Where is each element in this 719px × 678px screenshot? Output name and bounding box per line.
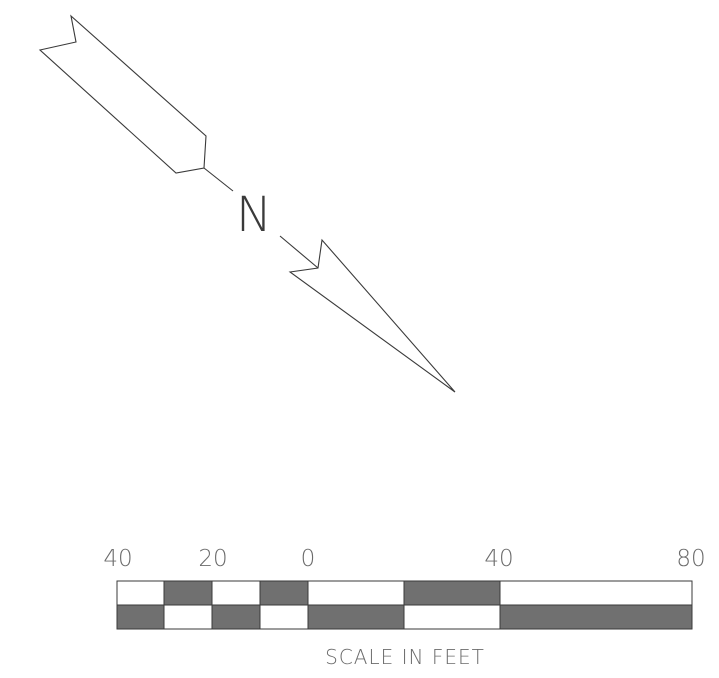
scale-segment-dark <box>116 604 165 630</box>
scale-segment-dark <box>163 580 213 606</box>
scale-bar: 40 20 0 40 80 SCALE IN FEET <box>103 546 705 669</box>
scale-segment-light <box>307 580 405 606</box>
scale-tick-label: 0 <box>301 546 316 572</box>
north-arrow: N <box>38 14 456 393</box>
scale-segment-dark <box>499 604 693 630</box>
scale-segment-light <box>116 580 165 606</box>
scale-tick-label: 40 <box>484 546 513 572</box>
scale-segment-dark <box>307 604 405 630</box>
scale-segment-light <box>211 580 261 606</box>
scale-tick-label: 20 <box>198 546 227 572</box>
scale-tick-label: 40 <box>103 546 132 572</box>
scale-segment-dark <box>403 580 501 606</box>
scale-segment-dark <box>211 604 261 630</box>
north-arrow-shaft-upper <box>203 167 234 192</box>
scale-segment-light <box>259 604 309 630</box>
north-arrow-head <box>288 238 456 393</box>
north-arrow-tail <box>38 14 207 174</box>
scale-tick-label: 80 <box>676 546 705 572</box>
scale-caption: SCALE IN FEET <box>325 645 485 669</box>
scale-segment-light <box>163 604 213 630</box>
scale-segment-dark <box>259 580 309 606</box>
north-arrow-shaft-lower <box>279 235 319 269</box>
north-letter: N <box>236 187 272 243</box>
scale-segment-light <box>403 604 501 630</box>
scale-segment-light <box>499 580 693 606</box>
